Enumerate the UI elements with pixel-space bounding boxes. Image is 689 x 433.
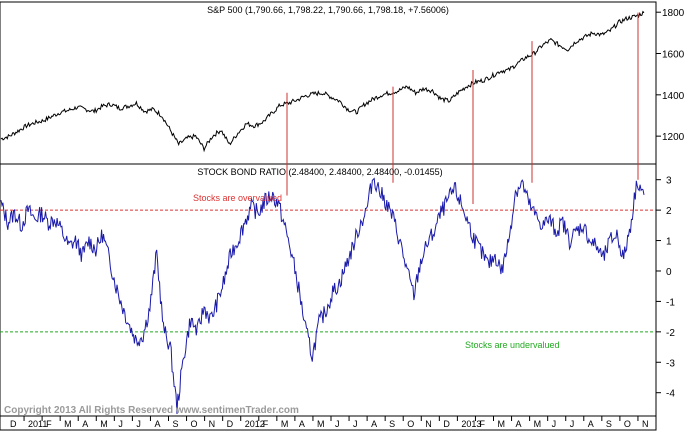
sp500-y-tick-label: 1400	[662, 91, 685, 102]
copyright-text: Copyright 2013 All Rights Reserved www.s…	[4, 405, 299, 416]
x-month-label: A	[154, 419, 160, 429]
sp500-y-tick-label: 1200	[662, 132, 685, 143]
x-month-label: A	[588, 419, 594, 429]
ratio-y-tick-label: -1	[666, 297, 675, 308]
x-axis-strip	[0, 415, 657, 431]
x-month-label: J	[118, 419, 123, 429]
ratio-y-axis: 3 2 1 0 -1 -2 -3 -4	[666, 176, 675, 400]
overvalued-label: Stocks are overvalued	[193, 193, 282, 203]
ratio-y-tick-label: 0	[666, 267, 672, 278]
x-month-label: F	[46, 419, 52, 429]
peak-marker-lines	[286, 12, 639, 205]
undervalued-label: Stocks are undervalued	[465, 340, 560, 350]
ratio-title: STOCK BOND RATIO (2.48400, 2.48400, 2.48…	[197, 167, 442, 177]
ratio-y-tick-label: -4	[666, 389, 675, 400]
x-month-label: S	[173, 419, 179, 429]
x-month-label: M	[281, 419, 289, 429]
sp500-y-tick-label: 1800	[662, 8, 685, 19]
x-month-label: N	[425, 419, 432, 429]
ratio-tick-marks	[656, 179, 661, 394]
sp500-panel	[0, 1, 657, 165]
x-month-label: N	[209, 419, 216, 429]
x-month-label: M	[317, 419, 325, 429]
sp500-tick-marks	[656, 11, 661, 137]
x-month-label: 2011	[28, 419, 47, 429]
x-month-label: J	[136, 419, 141, 429]
x-month-label: D	[227, 419, 234, 429]
x-month-label: J	[552, 419, 557, 429]
x-month-label: M	[498, 419, 506, 429]
x-month-label: O	[191, 419, 198, 429]
x-month-label: 2012	[245, 419, 265, 429]
stock-bond-ratio-series-line	[0, 177, 645, 415]
x-month-label: A	[299, 419, 305, 429]
x-month-label: S	[606, 419, 612, 429]
x-month-label: A	[82, 419, 88, 429]
x-month-label: J	[353, 419, 358, 429]
sp500-y-axis: 1200 1400 1600 1800	[662, 8, 685, 143]
x-month-label: M	[64, 419, 72, 429]
x-month-label: J	[335, 419, 340, 429]
ratio-y-tick-label: 1	[666, 237, 672, 248]
x-month-label: O	[407, 419, 414, 429]
x-month-label: F	[479, 419, 485, 429]
ratio-y-tick-label: 3	[666, 176, 672, 187]
x-month-label: O	[624, 419, 631, 429]
x-month-label: A	[371, 419, 377, 429]
ratio-y-tick-label: -3	[666, 358, 675, 369]
ratio-y-tick-label: -2	[666, 328, 675, 339]
sp500-title: S&P 500 (1,790.66, 1,798.22, 1,790.66, 1…	[207, 5, 449, 15]
x-month-label: F	[263, 419, 269, 429]
ratio-y-tick-label: 2	[666, 206, 672, 217]
x-month-label: M	[534, 419, 542, 429]
x-month-label: N	[642, 419, 649, 429]
x-month-label: D	[10, 419, 17, 429]
ratio-panel	[0, 163, 657, 417]
x-month-label: S	[389, 419, 395, 429]
x-month-label: D	[443, 419, 450, 429]
x-month-label: A	[516, 419, 522, 429]
x-month-label: J	[570, 419, 575, 429]
x-month-label: M	[100, 419, 108, 429]
sp500-series-line	[0, 10, 645, 153]
sp500-y-tick-label: 1600	[662, 50, 685, 61]
x-month-label: 2013	[461, 419, 481, 429]
